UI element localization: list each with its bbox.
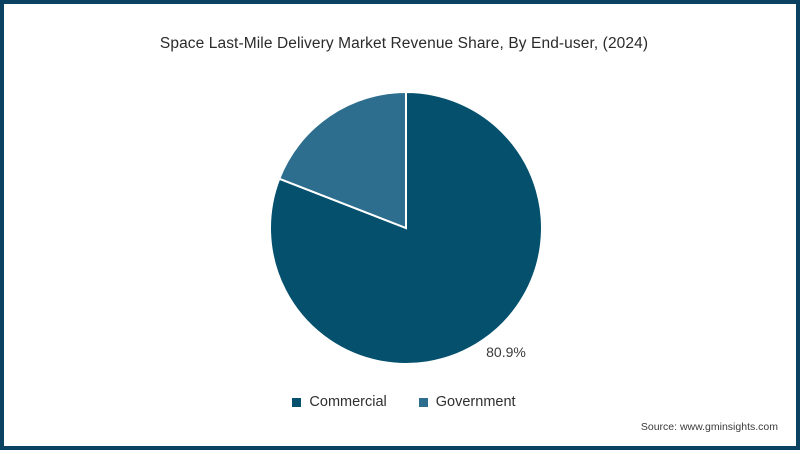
legend-label-commercial: Commercial — [309, 394, 387, 410]
pie-chart: 80.9% — [4, 4, 800, 454]
legend-label-government: Government — [435, 394, 516, 410]
page-title: Space Last-Mile Delivery Market Revenue … — [159, 35, 649, 52]
pie-slice-group — [269, 90, 543, 365]
pie-slice-government[interactable] — [277, 90, 407, 230]
pie-slice-label-commercial: 80.9% — [486, 344, 526, 360]
legend-item-government[interactable]: Government — [418, 394, 516, 410]
legend-swatch-government — [418, 397, 428, 407]
legend-swatch-commercial — [292, 397, 302, 407]
legend-item-commercial[interactable]: Commercial — [292, 394, 387, 410]
pie-chart-svg — [269, 90, 543, 365]
source-attribution: Source: www.gminsights.com — [640, 421, 778, 433]
chart-legend: Commercial Government — [4, 395, 800, 410]
